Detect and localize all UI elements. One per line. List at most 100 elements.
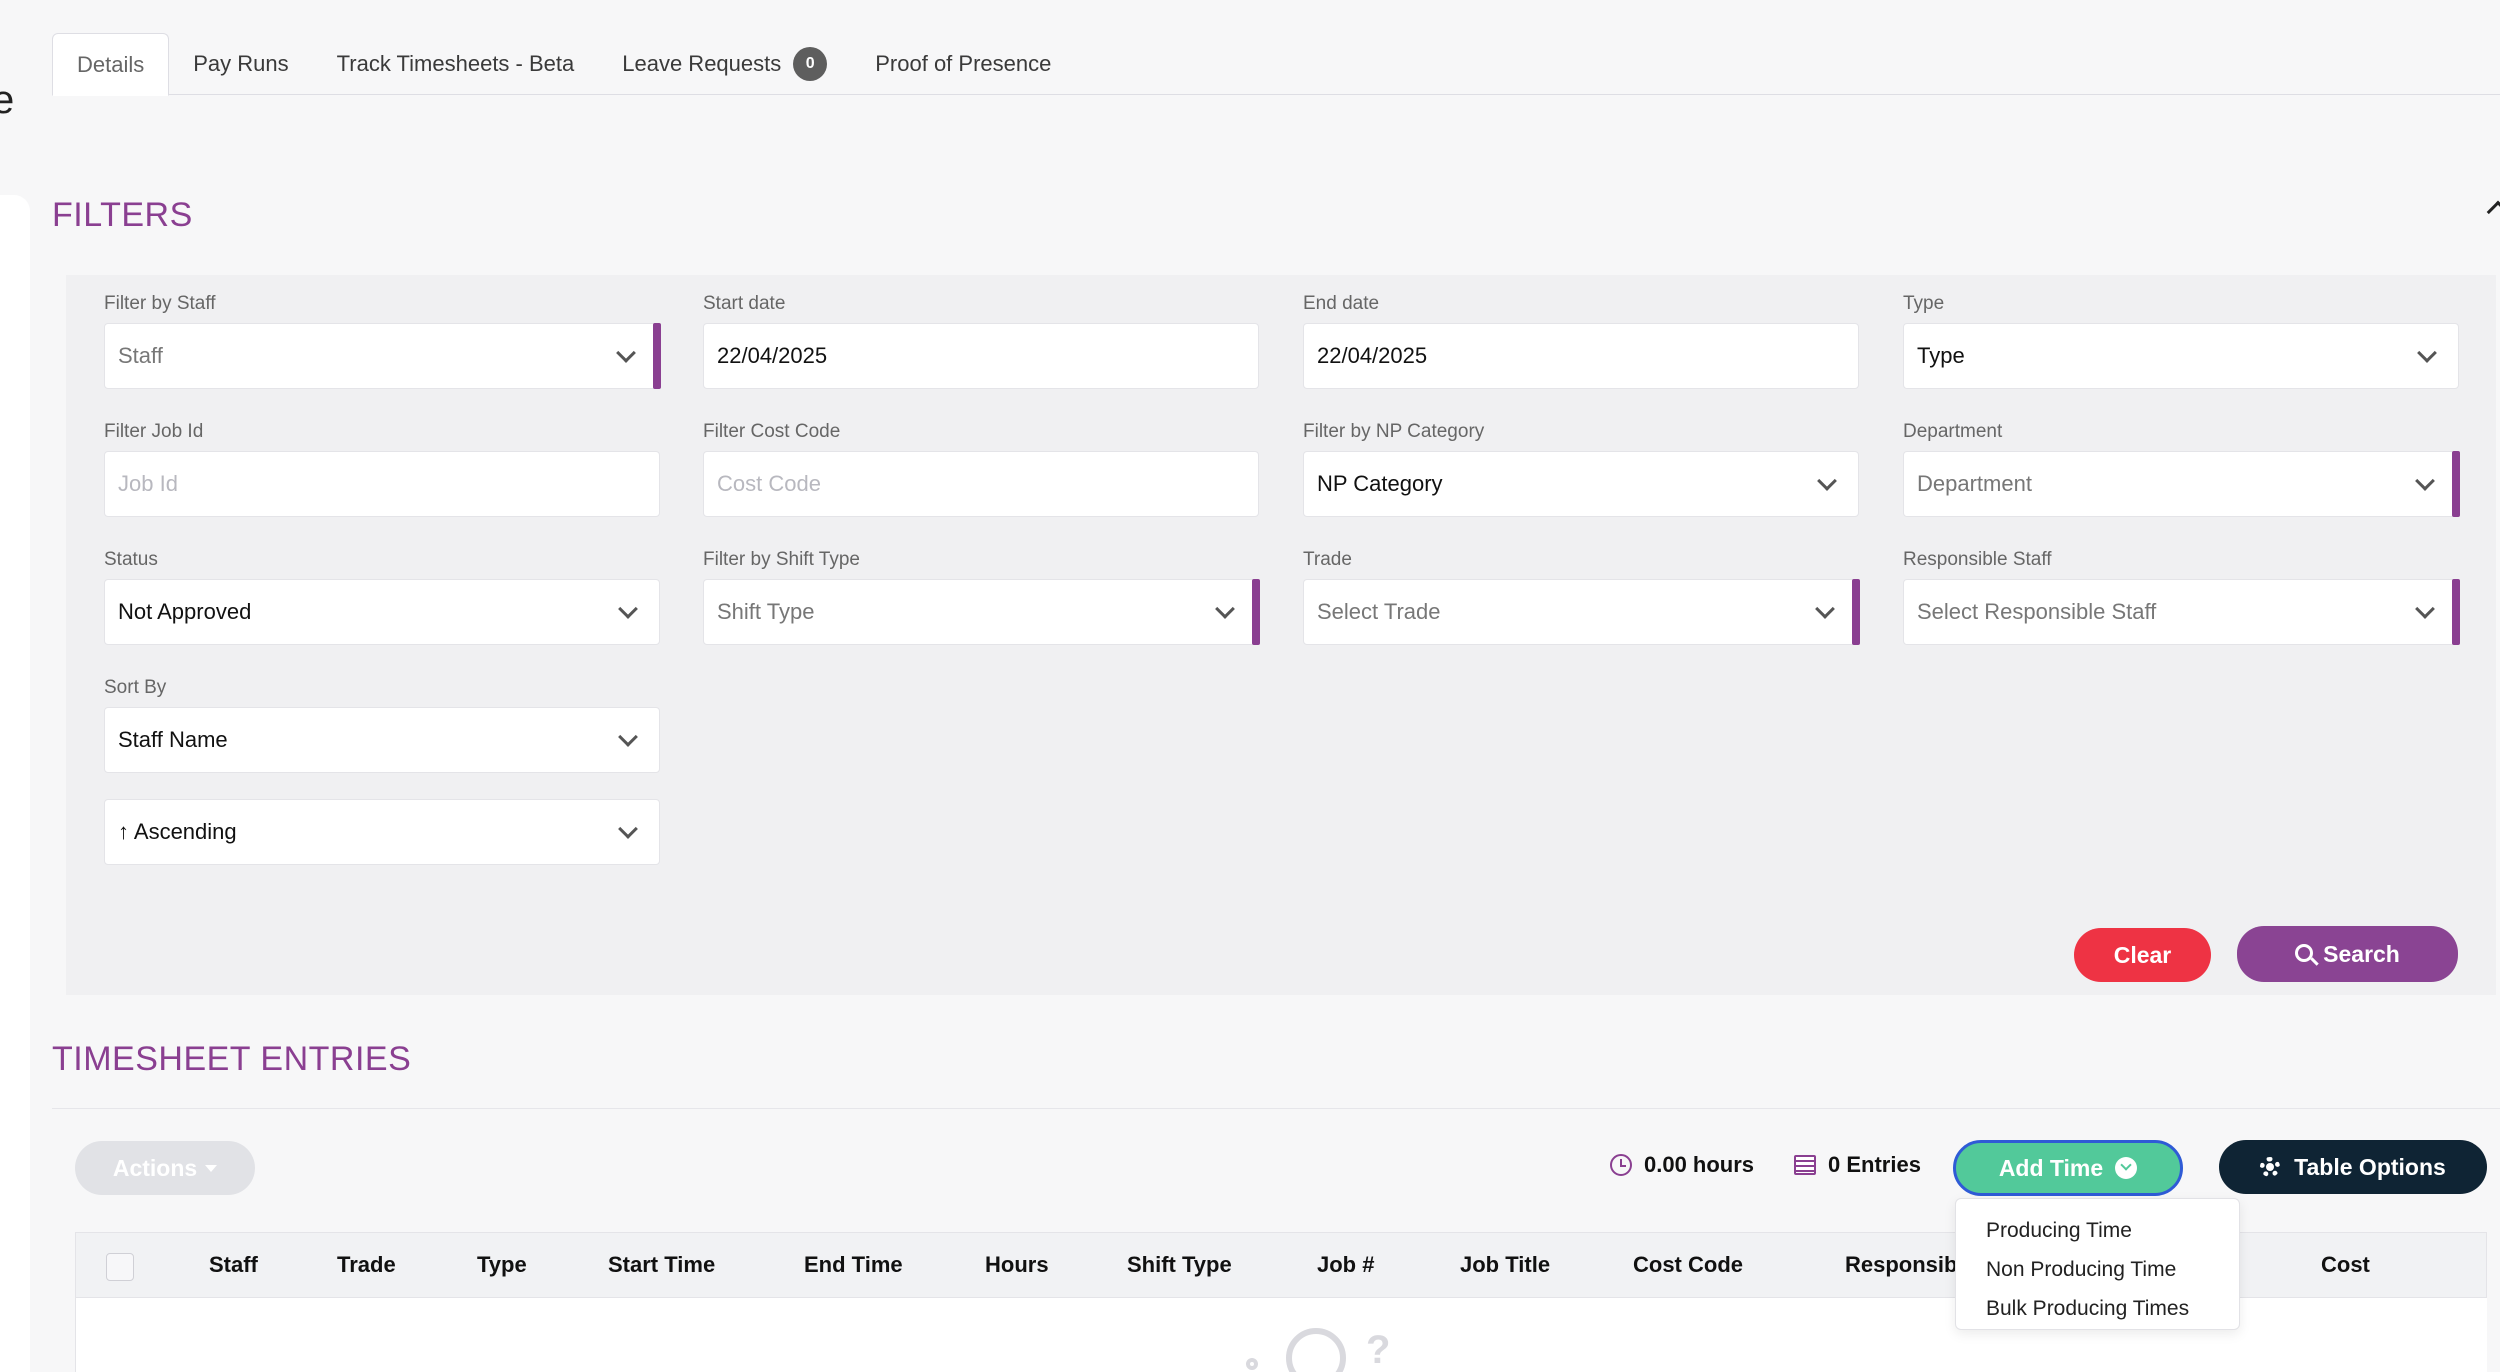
field-label: Type — [1903, 293, 1945, 314]
type-select[interactable]: Type — [1903, 323, 2459, 389]
search-button-label: Search — [2323, 940, 2400, 967]
select-value: Select Trade — [1317, 599, 1441, 624]
select-value: Staff Name — [118, 727, 228, 752]
tab-label: Proof of Presence — [875, 51, 1052, 76]
tab-bar: Details Pay Runs Track Timesheets - Beta… — [52, 33, 2500, 96]
job-id-input[interactable]: Job Id — [104, 451, 660, 517]
start-date-filter: Start date 22/04/2025 — [703, 293, 1259, 389]
column-header-job-title[interactable]: Job Title — [1460, 1252, 1551, 1277]
staff-select[interactable]: Staff — [104, 323, 661, 389]
field-label: Filter Job Id — [104, 421, 204, 442]
search-button[interactable]: Search — [2237, 926, 2458, 982]
menu-item-bulk-producing-times[interactable]: Bulk Producing Times — [1986, 1297, 2190, 1320]
section-divider — [52, 1108, 2500, 1109]
chevron-down-icon — [1215, 599, 1235, 619]
cropped-title-glyph: e — [0, 78, 15, 122]
chevron-down-icon — [1815, 599, 1835, 619]
column-header-trade[interactable]: Trade — [337, 1252, 396, 1277]
chevron-down-icon — [2417, 343, 2437, 363]
question-mark-icon: ? — [1366, 1328, 1391, 1372]
table-options-button-label: Table Options — [2294, 1153, 2446, 1180]
start-date-input[interactable]: 22/04/2025 — [703, 323, 1259, 389]
status-select[interactable]: Not Approved — [104, 579, 660, 645]
chevron-down-icon — [618, 599, 638, 619]
leave-requests-count-badge: 0 — [793, 47, 828, 81]
field-label: Start date — [703, 293, 786, 314]
tab-leave-requests[interactable]: Leave Requests 0 — [598, 33, 851, 95]
actions-button[interactable]: Actions — [75, 1141, 255, 1195]
collapse-filters-icon[interactable] — [2486, 200, 2500, 224]
responsible-staff-select[interactable]: Select Responsible Staff — [1903, 579, 2460, 645]
search-icon — [2295, 944, 2314, 962]
column-header-cost[interactable]: Cost — [2321, 1252, 2370, 1277]
chevron-down-icon — [616, 343, 636, 363]
np-category-filter: Filter by NP Category NP Category — [1303, 421, 1859, 517]
select-accent-bar — [653, 323, 661, 389]
cost-code-input[interactable]: Cost Code — [703, 451, 1259, 517]
actions-button-label: Actions — [112, 1154, 198, 1181]
sort-by-filter: Sort By Staff Name — [104, 677, 660, 773]
column-header-shift-type[interactable]: Shift Type — [1127, 1252, 1232, 1277]
job-id-filter: Filter Job Id Job Id — [104, 421, 660, 517]
select-value: Staff — [118, 343, 163, 368]
timesheet-entries-title: TIMESHEET ENTRIES — [52, 1040, 412, 1078]
field-label: Filter by NP Category — [1303, 421, 1485, 442]
sort-order-select[interactable]: ↑ Ascending — [104, 799, 660, 865]
chevron-down-icon — [1817, 471, 1837, 491]
add-time-button[interactable]: Add Time — [1953, 1140, 2183, 1196]
caret-down-icon — [205, 1164, 218, 1172]
chevron-down-circle-icon — [2115, 1157, 2138, 1179]
trade-filter: Trade Select Trade — [1303, 549, 1860, 645]
field-label: Filter by Shift Type — [703, 549, 860, 570]
cost-code-filter: Filter Cost Code Cost Code — [703, 421, 1259, 517]
trade-select[interactable]: Select Trade — [1303, 579, 1860, 645]
chevron-down-icon — [2415, 471, 2435, 491]
input-value: 22/04/2025 — [717, 343, 828, 368]
sort-order-filter: ↑ Ascending — [104, 799, 660, 865]
select-value: NP Category — [1317, 471, 1443, 496]
column-header-job-number[interactable]: Job # — [1317, 1252, 1375, 1277]
field-label: Responsible Staff — [1903, 549, 2052, 570]
clear-button[interactable]: Clear — [2074, 928, 2211, 982]
filters-title: FILTERS — [52, 196, 193, 234]
table-options-button[interactable]: Table Options — [2219, 1140, 2487, 1194]
tab-pay-runs[interactable]: Pay Runs — [169, 33, 312, 95]
field-label: Filter Cost Code — [703, 421, 841, 442]
field-label: Sort By — [104, 677, 167, 698]
tab-track-timesheets[interactable]: Track Timesheets - Beta — [313, 33, 599, 95]
total-hours-value: 0.00 hours — [1644, 1152, 1755, 1177]
chevron-down-icon — [2415, 599, 2435, 619]
column-header-start-time[interactable]: Start Time — [608, 1252, 716, 1277]
tab-label: Leave Requests — [622, 51, 782, 76]
column-header-staff[interactable]: Staff — [209, 1252, 258, 1277]
empty-state-illustration — [1286, 1328, 1346, 1372]
select-value: Type — [1917, 343, 1965, 368]
tab-details[interactable]: Details — [52, 33, 170, 96]
column-header-hours[interactable]: Hours — [985, 1252, 1049, 1277]
input-placeholder: Job Id — [118, 471, 178, 496]
list-icon — [1794, 1155, 1816, 1175]
select-accent-bar — [2452, 451, 2460, 517]
column-header-cost-code[interactable]: Cost Code — [1633, 1252, 1743, 1277]
add-time-menu: Producing Time Non Producing Time Bulk P… — [1955, 1198, 2240, 1330]
sort-by-select[interactable]: Staff Name — [104, 707, 660, 773]
menu-item-non-producing-time[interactable]: Non Producing Time — [1986, 1258, 2177, 1281]
column-header-responsible[interactable]: Responsib — [1845, 1252, 1958, 1277]
select-all-checkbox[interactable] — [106, 1253, 134, 1281]
department-filter: Department Department — [1903, 421, 2460, 517]
menu-item-producing-time[interactable]: Producing Time — [1986, 1219, 2132, 1242]
tab-label: Pay Runs — [193, 51, 289, 76]
entries-count-value: 0 Entries — [1828, 1152, 1921, 1177]
tab-proof-of-presence[interactable]: Proof of Presence — [851, 33, 1075, 95]
shift-type-select[interactable]: Shift Type — [703, 579, 1260, 645]
select-value: Not Approved — [118, 599, 252, 624]
select-accent-bar — [1252, 579, 1260, 645]
select-value: Department — [1917, 471, 2032, 496]
end-date-input[interactable]: 22/04/2025 — [1303, 323, 1859, 389]
side-panel-edge — [0, 195, 30, 1372]
column-header-type[interactable]: Type — [477, 1252, 527, 1277]
np-category-select[interactable]: NP Category — [1303, 451, 1859, 517]
department-select[interactable]: Department — [1903, 451, 2460, 517]
total-hours: 0.00 hours — [1610, 1152, 1754, 1178]
column-header-end-time[interactable]: End Time — [804, 1252, 903, 1277]
